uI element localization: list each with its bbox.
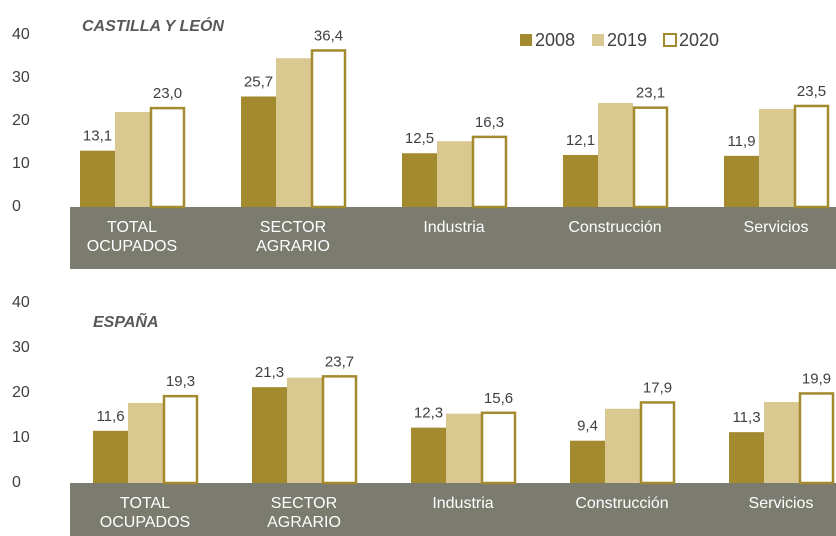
y-tick-label: 10 [12, 429, 30, 446]
bar [402, 153, 437, 207]
value-label: 11,6 [96, 408, 124, 425]
value-label: 12,3 [414, 405, 443, 422]
bar [793, 104, 830, 209]
chart-title: CASTILLA Y LEÓN [82, 16, 224, 35]
bar [437, 141, 472, 207]
bar [93, 430, 128, 483]
value-label: 11,3 [732, 409, 760, 426]
y-tick-label: 40 [12, 294, 30, 311]
bar [724, 155, 759, 207]
value-label: 19,9 [802, 370, 831, 387]
y-tick-label: 0 [12, 198, 21, 215]
x-tick-label: Servicios [748, 495, 814, 512]
value-label: 25,7 [244, 73, 273, 90]
bar [759, 108, 794, 207]
bar [128, 402, 163, 483]
value-label: 23,5 [797, 83, 826, 100]
bar [310, 49, 347, 209]
value-label: 11,9 [727, 133, 755, 150]
bar [411, 427, 446, 483]
legend-label: 2019 [607, 30, 647, 50]
bar [471, 135, 508, 209]
x-tick-label: Servicios [743, 219, 809, 236]
value-label: 21,3 [255, 364, 284, 381]
value-label: 15,6 [484, 390, 513, 407]
value-label: 23,7 [325, 353, 354, 370]
x-tick-label: Construcción [575, 495, 669, 512]
value-label: 23,0 [153, 85, 182, 102]
x-tick-label: Industria [432, 495, 494, 512]
value-label: 17,9 [643, 379, 672, 396]
bar [480, 411, 517, 485]
y-tick-label: 30 [12, 69, 30, 86]
legend-swatch [592, 34, 604, 46]
value-label: 9,4 [577, 418, 598, 435]
chart-title: ESPAÑA [93, 311, 159, 331]
bar [276, 58, 311, 207]
y-tick-label: 0 [12, 474, 21, 491]
bar [729, 432, 764, 483]
legend-label: 2020 [679, 30, 719, 50]
x-tick-label: Construcción [568, 219, 662, 236]
x-tick-label: TOTAL OCUPADOS [99, 495, 191, 531]
bar [639, 401, 676, 485]
bar [241, 96, 276, 207]
value-label: 13,1 [83, 128, 112, 145]
bar [162, 394, 199, 485]
bar [632, 106, 669, 209]
y-tick-label: 30 [12, 339, 30, 356]
value-label: 23,1 [636, 85, 665, 102]
bar [605, 408, 640, 483]
bar [321, 375, 358, 485]
y-tick-label: 40 [12, 26, 30, 43]
x-tick-label: SECTOR AGRARIO [267, 495, 341, 531]
legend-label: 2008 [535, 30, 575, 50]
value-label: 16,3 [475, 114, 504, 131]
bar [446, 413, 481, 483]
value-label: 12,5 [405, 130, 434, 147]
bar [570, 440, 605, 483]
x-tick-label: TOTAL OCUPADOS [86, 219, 178, 255]
x-tick-label: SECTOR AGRARIO [256, 219, 330, 255]
value-label: 19,3 [166, 373, 195, 390]
y-tick-label: 20 [12, 384, 30, 401]
bar [287, 377, 322, 483]
value-label: 12,1 [566, 132, 595, 149]
x-tick-label: Industria [423, 219, 485, 236]
category-band [70, 207, 836, 269]
bar [115, 111, 150, 207]
bar [764, 402, 799, 483]
bar [798, 392, 835, 485]
category-band [70, 483, 836, 536]
bar [563, 154, 598, 207]
bar [252, 387, 287, 483]
bar [149, 106, 186, 209]
value-label: 36,4 [314, 27, 343, 44]
y-tick-label: 20 [12, 112, 30, 129]
bar [80, 150, 115, 207]
bar [598, 102, 633, 207]
legend-swatch [520, 34, 532, 46]
y-tick-label: 10 [12, 155, 30, 172]
legend-swatch [663, 33, 677, 47]
